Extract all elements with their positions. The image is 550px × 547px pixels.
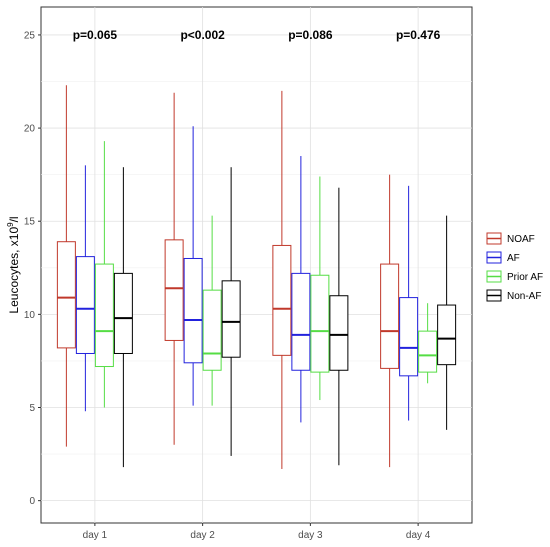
box-iqr	[94, 263, 114, 368]
p-value-label: p=0.065	[73, 28, 118, 42]
y-tick-label: 5	[29, 403, 35, 414]
box-non-af-2	[221, 167, 241, 456]
y-tick-label: 25	[24, 30, 36, 41]
legend-label: AF	[507, 253, 520, 264]
box-iqr	[75, 256, 95, 354]
legend-label: Prior AF	[507, 272, 543, 283]
box-iqr	[291, 272, 311, 371]
box-non-af-1	[113, 167, 133, 468]
legend-item: AF	[486, 251, 520, 264]
box-iqr	[164, 239, 184, 341]
y-tick-label: 10	[24, 310, 36, 321]
box-af-4	[399, 185, 419, 421]
x-axis: day 1 day 2 day 3 day 4	[83, 523, 431, 541]
y-axis-title: Leucocytes, x109/l	[6, 216, 21, 313]
box-noaf-3	[272, 90, 292, 469]
p-value-label: p<0.002	[180, 28, 225, 42]
legend-item: Non-AF	[486, 289, 541, 302]
box-noaf-1	[56, 85, 76, 447]
legend-item: Prior AF	[486, 270, 543, 283]
legend-label: Non-AF	[507, 291, 541, 302]
x-tick-label: day 4	[406, 530, 431, 541]
box-prior-af-3	[310, 176, 330, 401]
box-non-af-4	[437, 215, 457, 430]
p-value-label: p=0.476	[396, 28, 441, 42]
y-axis-title-sup: 9	[6, 222, 15, 227]
grid	[41, 7, 472, 523]
box-iqr	[310, 274, 330, 373]
legend-item: NOAF	[486, 232, 535, 245]
box-iqr	[399, 297, 419, 377]
box-iqr	[183, 257, 203, 364]
box-iqr	[329, 295, 349, 371]
box-iqr	[221, 280, 241, 358]
box-iqr	[418, 330, 438, 373]
box-noaf-2	[164, 92, 184, 445]
y-tick-label: 0	[29, 496, 35, 507]
legend-label: NOAF	[507, 234, 535, 245]
box-iqr	[437, 304, 457, 366]
box-iqr	[113, 272, 133, 354]
y-axis: 0 5 10 15 20 25	[24, 30, 41, 507]
p-values: p=0.065 p<0.002 p=0.086 p=0.476	[73, 28, 441, 42]
legend: NOAF AF Prior AF Non-AF	[486, 232, 543, 302]
box-prior-af-4	[418, 303, 438, 384]
y-axis-title-unit: /l	[7, 216, 21, 222]
box-noaf-4	[380, 174, 400, 468]
box-iqr	[380, 263, 400, 369]
box-af-3	[291, 156, 311, 423]
box-prior-af-2	[202, 215, 222, 406]
boxes	[56, 85, 457, 469]
box-iqr	[56, 241, 76, 349]
x-tick-label: day 2	[190, 530, 215, 541]
y-tick-label: 20	[24, 124, 36, 135]
x-tick-label: day 1	[83, 530, 108, 541]
y-tick-label: 15	[24, 217, 36, 228]
box-af-1	[75, 165, 95, 412]
box-iqr	[272, 244, 292, 356]
box-af-2	[183, 126, 203, 406]
p-value-label: p=0.086	[288, 28, 333, 42]
box-iqr	[202, 289, 222, 371]
box-non-af-3	[329, 187, 349, 466]
box-prior-af-1	[94, 141, 114, 408]
y-axis-title-main: Leucocytes, x10	[7, 227, 21, 314]
x-tick-label: day 3	[298, 530, 323, 541]
